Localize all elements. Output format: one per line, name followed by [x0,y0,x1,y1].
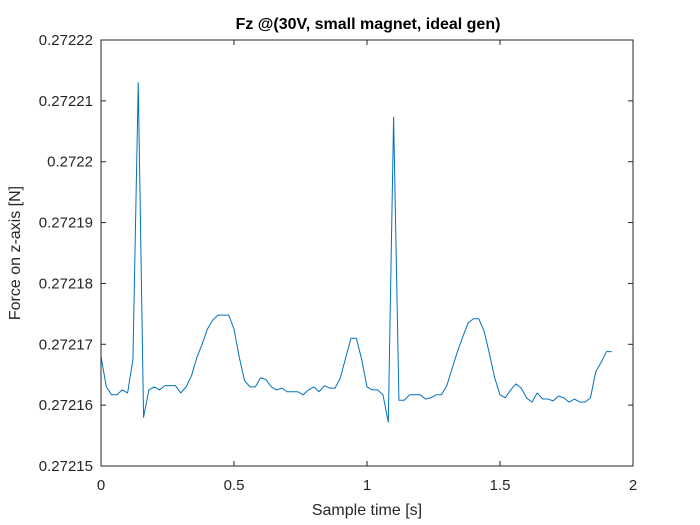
x-axis-label: Sample time [s] [312,502,422,519]
chart-title: Fz @(30V, small magnet, ideal gen) [236,16,501,33]
x-tick-label: 2 [629,477,637,494]
y-tick-label: 0.27219 [39,215,93,232]
y-tick-label: 0.2722 [47,154,93,171]
y-tick-labels: 0.27215 0.27216 0.27217 0.27218 0.27219 0.272… [39,32,93,475]
y-tick-label: 0.27217 [39,336,93,353]
y-tick-label: 0.27216 [39,397,93,414]
y-tick-label: 0.27218 [39,275,93,292]
x-tick-label: 1.5 [490,477,511,494]
x-tick-label: 0.5 [224,477,245,494]
x-tick-label: 0 [97,477,105,494]
y-tick-label: 0.27215 [39,458,93,475]
y-tick-label: 0.27222 [39,32,93,49]
x-tick-labels: 0 0.5 1 1.5 2 [97,477,637,494]
axes-box [100,39,634,467]
x-tick-label: 1 [363,477,371,494]
series-line-fz [100,82,612,423]
y-axis-label: Force on z-axis [N] [7,186,24,320]
plot-area [101,40,633,466]
y-tick-label: 0.27221 [39,93,93,110]
